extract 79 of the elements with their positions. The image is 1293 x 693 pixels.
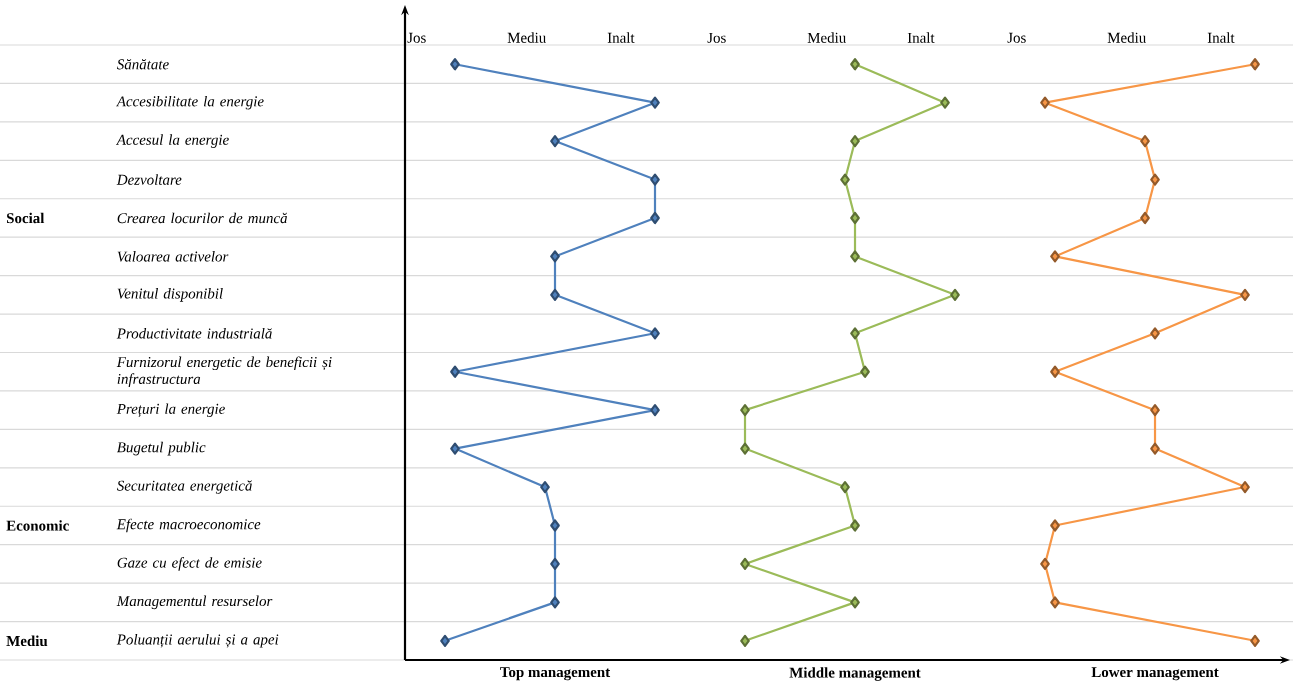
x-axis-title: Top management (500, 667, 611, 681)
point (650, 173, 660, 186)
point (450, 365, 460, 378)
point (850, 596, 860, 609)
text: Inalt (907, 32, 935, 43)
point (450, 58, 460, 71)
point (1050, 250, 1060, 263)
point (1040, 557, 1050, 571)
y-tick-label: Crearea locurilor de muncă (117, 212, 288, 224)
point (650, 404, 660, 417)
point (840, 173, 850, 186)
y-tick-label: Furnizorul energetic de beneficii și infrastructura (116, 356, 332, 388)
y-tick-label: Accesul la energie (116, 134, 229, 148)
point (550, 250, 560, 263)
annotation: Inalt (607, 32, 635, 43)
point (1140, 211, 1150, 225)
point (1140, 134, 1150, 148)
x-axis-title: Lower management (1091, 667, 1219, 681)
point (850, 211, 860, 225)
point (1150, 404, 1160, 417)
text: Jos (707, 32, 726, 43)
y-tick-label: Managementul resurselor (116, 595, 273, 610)
point (650, 327, 660, 340)
point (860, 365, 870, 378)
point (450, 442, 460, 455)
point (1150, 327, 1160, 340)
y-tick-label: Valoarea activelor (117, 251, 229, 262)
point (1250, 634, 1260, 647)
text: Economic (6, 520, 69, 531)
annotation: Mediu (507, 32, 546, 43)
y-tick-label: Prețuri la energie (116, 403, 225, 417)
point (1150, 442, 1160, 455)
point (1050, 365, 1060, 378)
text: Mediu (1107, 32, 1146, 43)
y-tick-label: Productivitate industrială (116, 328, 272, 339)
y-tick-label: Poluanții aerului și a apei (116, 634, 279, 648)
x-axis-title: Middle management (789, 667, 921, 681)
y-tick-label: Accesibilitate la energie (116, 95, 264, 110)
point (850, 135, 860, 148)
text: Mediu (6, 635, 48, 647)
annotation: Jos (407, 32, 426, 43)
y-tick-label: Sănătate (116, 59, 169, 70)
point (850, 58, 860, 71)
point (940, 96, 950, 109)
text: Social (6, 212, 45, 224)
text: Mediu (807, 32, 846, 43)
point (1040, 96, 1050, 109)
point (650, 211, 660, 225)
point (1050, 596, 1060, 609)
point (1050, 519, 1060, 532)
y-tick-label: Efecte macroeconomice (116, 518, 261, 533)
point (550, 596, 560, 609)
text: Jos (1007, 32, 1026, 43)
point (550, 519, 560, 532)
point (1240, 480, 1250, 494)
point (740, 404, 750, 417)
point (850, 519, 860, 532)
point (440, 634, 450, 647)
y-tick-label: Dezvoltare (116, 174, 182, 185)
point (540, 480, 550, 494)
point (850, 250, 860, 263)
point (850, 327, 860, 340)
point (650, 96, 660, 109)
point (740, 634, 750, 647)
point (1250, 58, 1260, 71)
text: Inalt (1207, 32, 1235, 43)
point (550, 288, 560, 301)
point (550, 557, 560, 571)
y-tick-label: Venitul disponibil (117, 288, 223, 302)
y-tick-label: Bugetul public (116, 441, 206, 456)
point (1240, 288, 1250, 301)
point (740, 557, 750, 571)
point (950, 288, 960, 301)
point (740, 442, 750, 455)
y-tick-label: Securitatea energetică (116, 480, 252, 494)
point (840, 480, 850, 494)
y-tick-label: Gaze cu efect de emisie (117, 557, 262, 571)
point (1150, 173, 1160, 186)
point (550, 134, 560, 148)
